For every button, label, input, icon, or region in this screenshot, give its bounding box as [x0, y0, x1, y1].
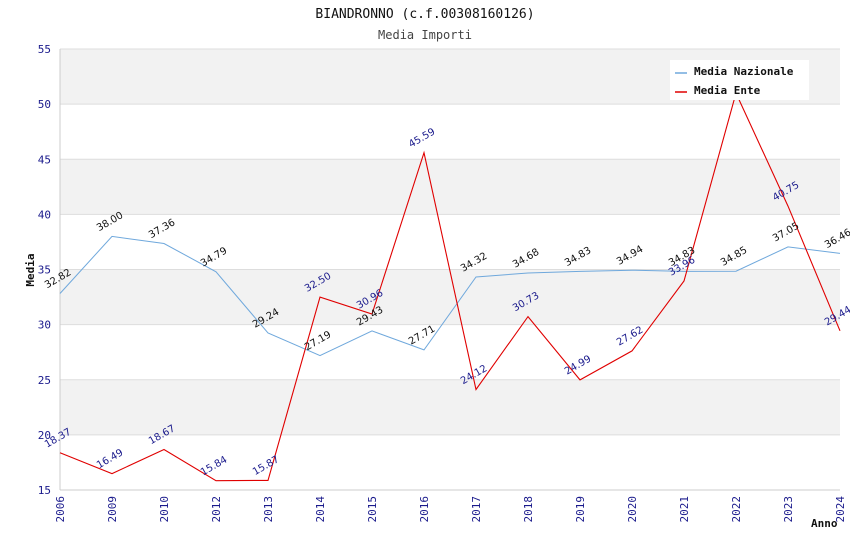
x-tick-label: 2023 — [782, 496, 795, 523]
plot-band — [60, 379, 840, 435]
legend: Media Nazionale Media Ente — [670, 60, 809, 100]
x-axis-title: Anno — [811, 517, 838, 530]
y-axis-title: Media — [24, 253, 37, 286]
x-axis-ticks: 2006 2009 2010 2012 2013 2014 2015 2016 2017 2018… — [54, 496, 847, 523]
legend-box — [670, 60, 809, 100]
plot-band — [60, 104, 840, 160]
y-tick-label: 15 — [38, 484, 51, 497]
y-tick-label: 20 — [38, 429, 51, 442]
x-tick-label: 2014 — [314, 496, 327, 523]
x-tick-label: 2022 — [730, 496, 743, 523]
x-tick-label: 2019 — [574, 496, 587, 523]
x-tick-label: 2006 — [54, 496, 67, 523]
x-tick-label: 2017 — [470, 496, 483, 523]
chart-subtitle: Media Importi — [378, 28, 472, 42]
y-tick-label: 35 — [38, 264, 51, 277]
plot-band — [60, 324, 840, 380]
y-tick-label: 25 — [38, 374, 51, 387]
series-line-media-nazionale — [59, 235, 841, 357]
chart-title: BIANDRONNO (c.f.00308160126) — [315, 7, 534, 22]
y-tick-label: 40 — [38, 208, 51, 221]
x-tick-label: 2012 — [210, 496, 223, 523]
x-tick-label: 2010 — [158, 496, 171, 523]
y-tick-label: 45 — [38, 153, 51, 166]
plot-band — [60, 269, 840, 325]
y-tick-label: 30 — [38, 319, 51, 332]
x-tick-label: 2024 — [834, 496, 847, 523]
x-tick-label: 2020 — [626, 496, 639, 523]
y-tick-label: 50 — [38, 98, 51, 111]
x-tick-label: 2013 — [262, 496, 275, 523]
x-tick-label: 2021 — [678, 496, 691, 523]
gridlines — [59, 48, 840, 491]
x-tick-label: 2016 — [418, 496, 431, 523]
y-axis-ticks: 15 20 25 30 35 40 45 50 55 — [38, 43, 51, 497]
plot-band — [60, 214, 840, 270]
plot-band — [60, 434, 840, 490]
series-line-media-ente — [59, 91, 841, 482]
legend-label-ente: Media Ente — [694, 84, 761, 97]
legend-label-nazionale: Media Nazionale — [694, 65, 794, 78]
x-tick-label: 2009 — [106, 496, 119, 523]
plot-band — [60, 159, 840, 215]
x-tick-label: 2018 — [522, 496, 535, 523]
x-tick-label: 2015 — [366, 496, 379, 523]
y-tick-label: 55 — [38, 43, 51, 56]
series-lines — [59, 91, 841, 482]
